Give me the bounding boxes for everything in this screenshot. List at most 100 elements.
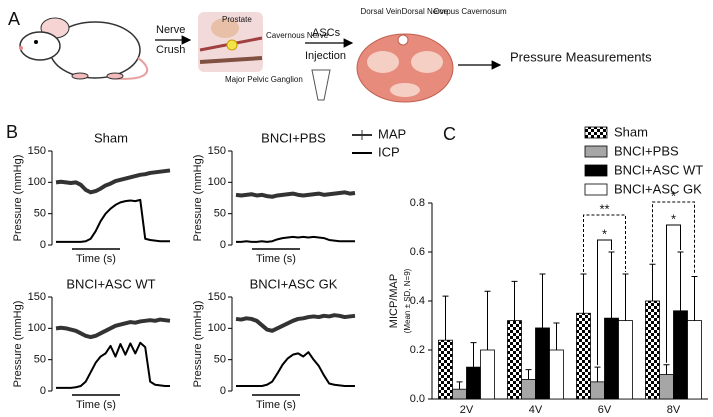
bar <box>507 320 522 400</box>
significance-label: * <box>671 211 676 226</box>
panel-a: A Nerve Crush Prostate Cavernous Nerve M… <box>8 7 652 103</box>
legend-label: BNCI+ASC WT <box>614 162 703 177</box>
error-bar <box>594 366 601 382</box>
chart-title: BNCI+ASC GK <box>250 276 338 291</box>
legend-label: BNCI+PBS <box>614 143 679 158</box>
x-axis-label: Time (s) <box>256 399 296 411</box>
bar <box>673 310 688 400</box>
icp-trace <box>236 351 355 387</box>
y-tick-label: 0.6 <box>410 246 425 258</box>
rat-illustration <box>19 17 149 80</box>
y-axis-label: Pressure (mmHg) <box>192 155 204 242</box>
error-bar <box>553 322 560 350</box>
panel-label: C <box>443 124 456 144</box>
error-bar <box>649 263 656 301</box>
step-label: ASCs <box>312 27 341 39</box>
legend-label: ICP <box>378 144 400 159</box>
map-trace <box>235 190 356 199</box>
error-bar <box>539 273 546 328</box>
x-tick-label: 6V <box>598 404 612 416</box>
icp-trace <box>56 198 170 243</box>
y-tick-label: 0.0 <box>410 393 425 405</box>
x-axis-label: Time (s) <box>76 253 116 265</box>
y-axis-label: Pressure (mmHg) <box>12 301 24 388</box>
error-bar <box>677 251 684 311</box>
x-tick-label: 4V <box>529 404 543 416</box>
x-tick-label: 8V <box>667 404 681 416</box>
bar <box>659 374 674 400</box>
error-bar <box>484 290 491 350</box>
legend-swatch <box>584 126 608 139</box>
anatomy-label: Dorsal Nerve <box>402 7 449 16</box>
bar <box>438 339 453 400</box>
error-bar <box>580 273 587 314</box>
y-tick-label: 50 <box>214 354 226 366</box>
map-trace <box>55 317 171 340</box>
bar <box>576 312 591 400</box>
tube-icon <box>311 69 331 101</box>
bar <box>480 349 495 400</box>
chart-title: BNCI+PBS <box>261 130 326 145</box>
error-bar <box>622 273 629 321</box>
significance-bracket <box>652 201 695 275</box>
chart-title: BNCI+ASC WT <box>66 276 155 291</box>
legend-swatch <box>584 164 608 177</box>
x-tick-label: 2V <box>460 404 474 416</box>
error-bar <box>442 295 449 341</box>
y-tick-label: 50 <box>34 354 46 366</box>
y-tick-label: 150 <box>208 145 226 157</box>
y-axis-label: Pressure (mmHg) <box>192 301 204 388</box>
y-tick-label: 0 <box>40 239 46 251</box>
bar <box>604 317 619 400</box>
significance-label: * <box>671 188 676 203</box>
bar <box>618 320 633 400</box>
significance-bracket <box>666 224 681 363</box>
error-bar <box>525 369 532 380</box>
significance-label: ** <box>599 201 609 216</box>
step-label: Crush <box>156 44 185 56</box>
map-trace <box>235 313 356 333</box>
error-bar <box>663 364 670 375</box>
icp-trace <box>236 235 355 243</box>
anatomy-label: Dorsal Vein <box>361 7 402 16</box>
y-tick-label: 100 <box>28 176 46 188</box>
bar <box>549 349 564 400</box>
anatomy-label: Major Pelvic Ganglion <box>225 75 303 84</box>
y-axis-label: MICP/MAP <box>388 274 400 328</box>
x-axis-label: Time (s) <box>76 399 116 411</box>
anatomy-label: Corpus Cavernosum <box>433 7 507 16</box>
y-tick-label: 100 <box>208 322 226 334</box>
map-trace <box>55 168 171 195</box>
bar <box>466 366 481 400</box>
anatomy-label: Cavernous Nerve <box>266 31 329 40</box>
pelvic-illustration <box>198 12 263 72</box>
y-tick-label: 0.4 <box>410 295 425 307</box>
error-bar <box>691 276 698 321</box>
y-tick-label: 50 <box>214 208 226 220</box>
y-tick-label: 100 <box>208 176 226 188</box>
bar <box>521 378 536 400</box>
legend-label: MAP <box>378 126 406 141</box>
y-tick-label: 0.8 <box>410 197 425 209</box>
bar <box>645 300 660 400</box>
error-bar <box>456 381 463 390</box>
panel-label: B <box>6 122 18 142</box>
y-axis-sublabel: (Mean ± SD, N=9) <box>403 268 412 333</box>
y-tick-label: 100 <box>28 322 46 334</box>
significance-label: * <box>602 226 607 241</box>
y-tick-label: 50 <box>34 208 46 220</box>
bar <box>687 320 702 400</box>
y-tick-label: 0 <box>220 239 226 251</box>
anatomy-label: Prostate <box>222 15 252 24</box>
icp-trace <box>56 341 170 389</box>
y-tick-label: 150 <box>28 145 46 157</box>
legend-label: Sham <box>614 124 648 139</box>
cross-section <box>356 33 454 103</box>
y-tick-label: 0 <box>220 385 226 397</box>
legend-swatch <box>584 145 608 158</box>
significance-bracket <box>583 214 626 273</box>
y-tick-label: 150 <box>208 291 226 303</box>
bar <box>535 327 550 400</box>
legend-swatch <box>584 183 608 196</box>
